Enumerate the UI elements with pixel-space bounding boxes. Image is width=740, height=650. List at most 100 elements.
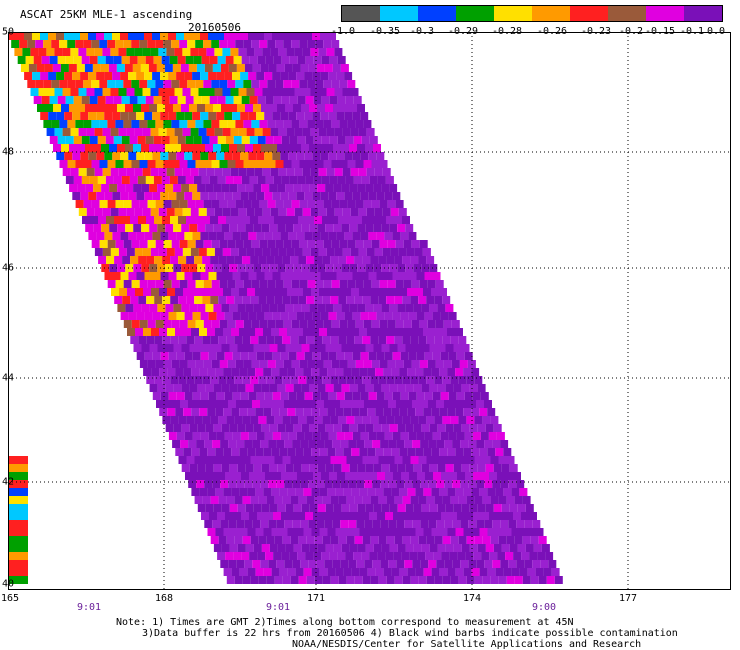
swath-cell (269, 464, 278, 472)
swath-cell (445, 464, 454, 472)
swath-cell (181, 264, 190, 272)
swath-cell (306, 536, 315, 544)
swath-cell (317, 544, 326, 552)
swath-cell (176, 152, 185, 160)
swath-cell (272, 352, 281, 360)
swath-cell (421, 424, 430, 432)
swath-cell (142, 88, 151, 96)
swath-cell (154, 256, 163, 264)
swath-cell (290, 336, 299, 344)
note-line-1: Note: 1) Times are GMT 2)Times along bot… (116, 617, 574, 628)
swath-cell (135, 288, 143, 296)
swath-cell (277, 424, 286, 432)
swath-cell (426, 256, 435, 264)
swath-cell (516, 520, 525, 528)
swath-cell (46, 88, 55, 96)
swath-cell (351, 488, 360, 496)
swath-cell (173, 104, 181, 112)
swath-cell (220, 440, 229, 448)
swath-cell (259, 360, 268, 368)
swath-cell (379, 200, 388, 208)
swath-cell (350, 88, 359, 96)
swath-cell (177, 176, 186, 184)
swath-cell (278, 128, 287, 136)
swath-cell (234, 216, 242, 224)
swath-cell (361, 472, 369, 480)
swath-cell (16, 32, 24, 40)
swath-cell (215, 288, 223, 296)
swath-cell (269, 344, 278, 352)
swath-cell (168, 152, 177, 160)
swath-cell (337, 512, 345, 520)
swath-cell (89, 136, 98, 144)
swath-cell (8, 456, 28, 464)
swath-cell (242, 296, 251, 304)
swath-cell (138, 296, 147, 304)
swath-cell (413, 264, 422, 272)
swath-cell (357, 304, 366, 312)
swath-cell (243, 280, 252, 288)
swath-cell (373, 384, 382, 392)
swath-cell (211, 320, 220, 328)
swath-cell (182, 168, 191, 176)
swath-cell (239, 568, 248, 576)
swath-cell (221, 424, 230, 432)
swath-cell (330, 256, 339, 264)
swath-cell (460, 480, 469, 488)
swath-cell (112, 192, 121, 200)
swath-cell (219, 200, 228, 208)
swath-cell (173, 384, 182, 392)
swath-cell (403, 320, 412, 328)
swath-cell (372, 480, 381, 488)
swath-cell (482, 536, 491, 544)
swath-cell (181, 424, 190, 432)
swath-cell (381, 464, 390, 472)
swath-cell (200, 432, 209, 440)
swath-cell (259, 40, 268, 48)
swath-cell (235, 160, 244, 168)
swath-cell (96, 72, 105, 80)
swath-cell (479, 408, 488, 416)
swath-cell (213, 544, 222, 552)
swath-cell (273, 176, 282, 184)
swath-cell (109, 144, 117, 152)
swath-cell (211, 360, 220, 368)
swath-cell (339, 320, 348, 328)
swath-cell (166, 88, 175, 96)
swath-cell (236, 64, 245, 72)
swath-cell (176, 432, 185, 440)
swath-cell (303, 448, 312, 456)
swath-cell (160, 312, 169, 320)
swath-cell (328, 112, 337, 120)
swath-cell (149, 144, 157, 152)
swath-cell (291, 40, 300, 48)
swath-cell (250, 336, 259, 344)
swath-cell (311, 328, 319, 336)
swath-cell (349, 384, 358, 392)
swath-cell (184, 72, 193, 80)
swath-cell (223, 568, 232, 576)
swath-cell (376, 312, 385, 320)
swath-cell (271, 488, 280, 496)
swath-cell (265, 96, 274, 104)
swath-cell (171, 120, 180, 128)
swath-cell (70, 128, 79, 136)
swath-cell (245, 104, 253, 112)
swath-cell (186, 336, 195, 344)
swath-cell (136, 232, 145, 240)
swath-cell (396, 440, 405, 448)
swath-cell (219, 280, 228, 288)
swath-cell (181, 344, 190, 352)
swath-cell (165, 144, 173, 152)
swath-cell (522, 576, 531, 584)
swath-cell (218, 296, 227, 304)
swath-cell (324, 480, 333, 488)
swath-cell (212, 520, 221, 528)
swath-cell (94, 88, 103, 96)
swath-cell (335, 488, 344, 496)
swath-cell (275, 240, 284, 248)
swath-cell (410, 296, 419, 304)
swath-cell (487, 528, 496, 536)
swath-cell (429, 264, 438, 272)
swath-cell (426, 376, 435, 384)
